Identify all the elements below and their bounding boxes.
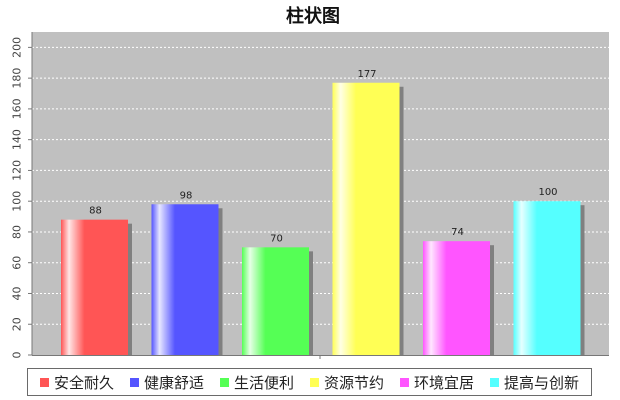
bar-3: [242, 247, 309, 355]
y-axis: 0 20 40 60 80 100 120 140 160 180 200: [11, 32, 609, 359]
bar-6: [513, 201, 581, 355]
bar-5: [423, 241, 490, 355]
legend-swatch: [399, 377, 409, 387]
legend-item: 生活便利: [219, 372, 294, 393]
legend-item: 安全耐久: [39, 372, 114, 393]
legend-swatch: [219, 377, 229, 387]
legend-label: 健康舒适: [143, 373, 204, 392]
legend-item: 环境宜居: [399, 372, 474, 393]
y-tick-label: 20: [11, 317, 24, 331]
legend-label: 提高与创新: [503, 373, 579, 392]
legend-item: 资源节约: [309, 372, 384, 393]
bar-2: [151, 204, 219, 355]
data-labels: 88 98 70 177 74 100: [89, 69, 557, 245]
bar-1: [61, 219, 128, 355]
y-tick-label: 80: [11, 225, 24, 239]
legend-swatch: [489, 377, 499, 387]
legend-label: 环境宜居: [413, 373, 474, 392]
legend-item: 健康舒适: [129, 372, 204, 393]
legend-swatch: [309, 377, 319, 387]
y-tick-label: 120: [11, 160, 24, 181]
data-label: 70: [270, 233, 283, 244]
chart-title: 柱状图: [286, 5, 340, 27]
data-label: 74: [451, 227, 464, 238]
y-tick-label: 100: [11, 191, 24, 212]
bars: [61, 82, 585, 355]
y-tick-label: 40: [11, 286, 24, 300]
legend-swatch: [129, 377, 139, 387]
bar-4: [332, 82, 400, 355]
data-label: 98: [180, 190, 193, 201]
legend-label: 生活便利: [233, 373, 294, 392]
y-tick-label: 180: [11, 68, 24, 89]
legend-swatch: [39, 377, 49, 387]
y-tick-label: 140: [11, 129, 24, 150]
data-label: 177: [357, 69, 376, 80]
y-tick-label: 0: [11, 352, 24, 359]
legend-label: 安全耐久: [53, 373, 114, 392]
y-tick-label: 160: [11, 98, 24, 119]
legend-item: 提高与创新: [489, 372, 579, 393]
chart-legend: 安全耐久 健康舒适 生活便利 资源节约 环境宜居 提高与创新: [27, 368, 592, 396]
data-label: 100: [538, 187, 557, 198]
y-tick-label: 60: [11, 256, 24, 270]
legend-label: 资源节约: [323, 373, 384, 392]
y-tick-label: 200: [11, 37, 24, 58]
data-label: 88: [89, 206, 102, 217]
